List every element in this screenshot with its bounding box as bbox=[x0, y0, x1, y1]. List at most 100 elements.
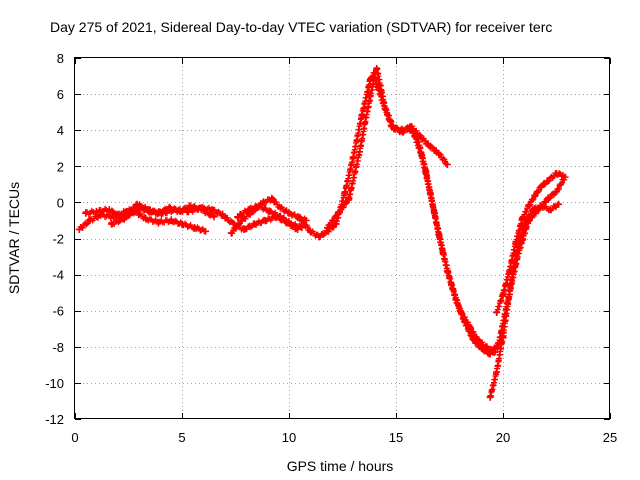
data-point bbox=[266, 207, 274, 215]
data-point bbox=[518, 215, 526, 223]
data-point bbox=[219, 211, 227, 219]
x-axis-title: GPS time / hours bbox=[287, 458, 394, 474]
grid-lines bbox=[75, 58, 610, 419]
data-point bbox=[460, 318, 468, 326]
data-point bbox=[154, 209, 162, 217]
data-point bbox=[531, 209, 539, 217]
data-point bbox=[238, 216, 246, 224]
data-point bbox=[358, 112, 366, 120]
y-tick-label: 8 bbox=[57, 51, 64, 66]
axis-ticks bbox=[75, 58, 611, 420]
data-point bbox=[191, 224, 199, 232]
data-point bbox=[227, 229, 235, 237]
y-tick-label: -4 bbox=[52, 268, 64, 283]
data-point bbox=[435, 150, 443, 158]
data-point bbox=[493, 368, 501, 376]
data-point bbox=[544, 177, 552, 185]
data-point bbox=[176, 207, 184, 215]
data-point bbox=[538, 202, 546, 210]
x-tick-label: 0 bbox=[71, 430, 78, 445]
data-point bbox=[396, 126, 404, 134]
x-tick-label: 15 bbox=[389, 430, 403, 445]
data-point bbox=[418, 151, 426, 159]
data-point bbox=[553, 170, 560, 178]
data-point bbox=[315, 233, 323, 241]
plot-frame bbox=[74, 57, 610, 419]
data-point bbox=[499, 290, 507, 298]
data-point bbox=[405, 124, 413, 132]
y-tick-label: 0 bbox=[57, 195, 64, 210]
data-point bbox=[518, 236, 526, 244]
data-point bbox=[298, 216, 306, 224]
x-tick-label: 25 bbox=[603, 430, 617, 445]
y-tick-label: 4 bbox=[57, 123, 64, 138]
series-satellite-track-7 bbox=[324, 74, 507, 356]
data-point bbox=[86, 216, 94, 224]
data-point bbox=[553, 188, 560, 196]
series-satellite-track-10 bbox=[493, 170, 567, 317]
data-point bbox=[505, 267, 513, 275]
data-point bbox=[345, 195, 353, 203]
data-point bbox=[276, 213, 284, 221]
data-point bbox=[306, 227, 314, 235]
series-satellite-track-9 bbox=[486, 173, 569, 401]
chart-title: Day 275 of 2021, Sidereal Day-to-day VTE… bbox=[50, 19, 552, 35]
data-point bbox=[559, 171, 567, 179]
data-point bbox=[424, 141, 432, 149]
data-point bbox=[525, 202, 533, 210]
data-point bbox=[133, 200, 141, 208]
data-point bbox=[486, 350, 494, 358]
data-point bbox=[105, 206, 113, 214]
data-point bbox=[240, 225, 248, 233]
data-point bbox=[373, 65, 381, 73]
data-point bbox=[276, 204, 284, 212]
data-point bbox=[512, 238, 520, 246]
data-point bbox=[505, 290, 513, 298]
data-point bbox=[379, 99, 387, 107]
x-tick-label: 20 bbox=[496, 430, 510, 445]
y-tick-label: -6 bbox=[52, 304, 64, 319]
data-point bbox=[197, 206, 205, 214]
data-point bbox=[154, 218, 162, 226]
data-point bbox=[388, 123, 396, 131]
data-point bbox=[443, 160, 451, 168]
series-satellite-track-6 bbox=[298, 64, 451, 241]
data-point bbox=[499, 332, 507, 340]
data-point bbox=[452, 296, 460, 304]
data-point bbox=[512, 260, 520, 268]
data-point bbox=[426, 189, 434, 197]
data-point bbox=[356, 148, 364, 156]
y-tick-label: -2 bbox=[52, 232, 64, 247]
data-point bbox=[251, 220, 259, 228]
data-point bbox=[371, 74, 379, 82]
data-point bbox=[469, 336, 477, 344]
data-point bbox=[294, 213, 302, 221]
y-tick-label: 2 bbox=[57, 159, 64, 174]
data-point bbox=[187, 202, 195, 210]
data-point bbox=[486, 393, 494, 401]
data-point bbox=[555, 200, 563, 208]
data-point bbox=[435, 231, 443, 239]
data-point bbox=[255, 202, 263, 210]
data-point bbox=[244, 206, 252, 214]
data-point bbox=[478, 345, 486, 353]
y-tick-label: -12 bbox=[45, 412, 64, 427]
series-satellite-track-3 bbox=[107, 200, 218, 228]
x-tick-label: 10 bbox=[282, 430, 296, 445]
y-axis-title: SDTVAR / TECUs bbox=[6, 182, 22, 294]
data-point bbox=[202, 227, 210, 235]
data-point bbox=[120, 215, 128, 223]
series-marker-band bbox=[298, 64, 450, 241]
data-point bbox=[178, 220, 186, 228]
data-point bbox=[493, 309, 501, 317]
x-tick-labels: 0 5 10 15 20 25 bbox=[71, 430, 617, 445]
data-points bbox=[75, 64, 569, 401]
series-marker-band bbox=[324, 74, 506, 356]
data-point bbox=[324, 224, 332, 232]
data-point bbox=[92, 207, 100, 215]
data-point bbox=[287, 220, 295, 228]
data-point bbox=[332, 220, 340, 228]
data-point bbox=[261, 216, 269, 224]
data-point bbox=[107, 220, 115, 228]
data-point bbox=[285, 209, 293, 217]
